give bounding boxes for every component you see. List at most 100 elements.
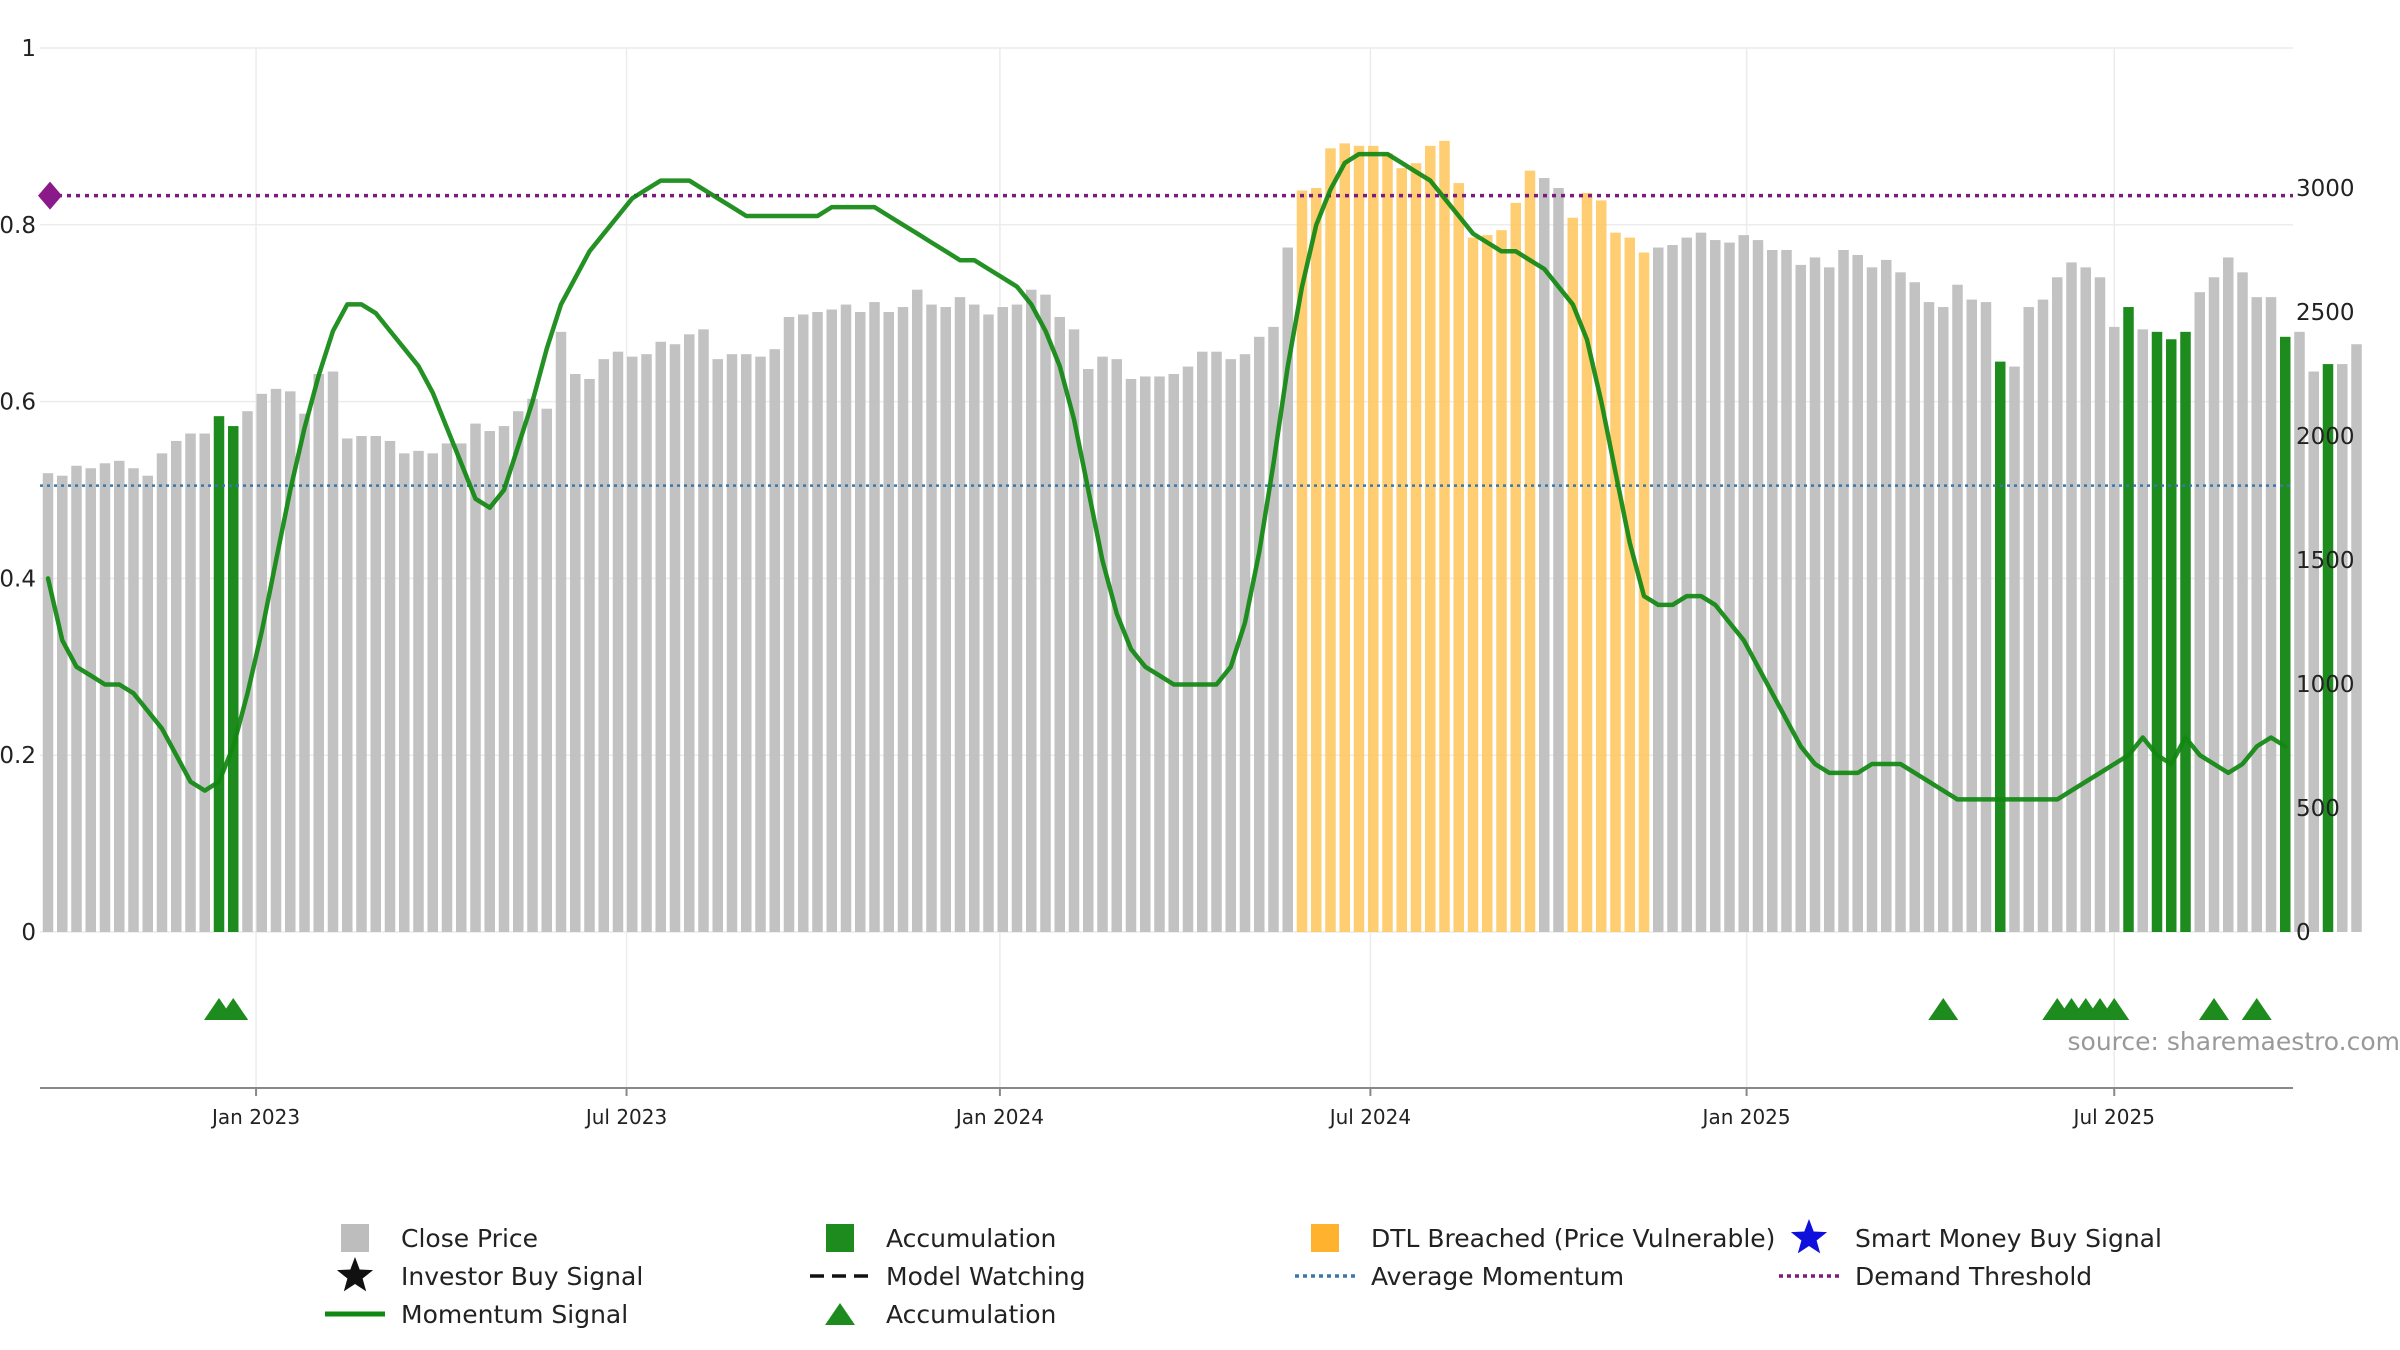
- close-price-bar: [313, 374, 324, 932]
- close-price-bar: [413, 450, 424, 932]
- close-price-bar: [1653, 247, 1664, 932]
- close-price-bar: [1980, 302, 1992, 933]
- close-price-bar: [869, 302, 880, 933]
- close-price-bar: [2223, 257, 2234, 932]
- close-price-bar: [598, 359, 609, 932]
- close-price-bar: [427, 453, 438, 932]
- close-price-bar: [399, 453, 410, 932]
- close-price-bar: [2109, 326, 2120, 932]
- x-axis-tick-label: Jan 2025: [1701, 1105, 1791, 1129]
- close-price-bar: [99, 463, 111, 932]
- close-price-bar: [356, 436, 367, 932]
- close-price-bar: [2208, 277, 2220, 932]
- close-price-bar: [2194, 292, 2205, 932]
- x-axis-tick-label: Jan 2024: [954, 1105, 1044, 1129]
- left-axis-tick-label: 0: [21, 920, 36, 946]
- close-price-bar: [541, 408, 552, 933]
- close-price-bar: [1182, 366, 1194, 932]
- close-price-bar: [555, 331, 567, 933]
- dtl-breached-bar: [1510, 202, 1521, 932]
- dtl-breached-bar: [1311, 188, 1322, 932]
- accumulation-bar: [2280, 336, 2291, 932]
- close-price-bar: [2237, 272, 2248, 932]
- close-price-bar: [1881, 259, 1892, 932]
- close-price-bar: [926, 304, 937, 932]
- close-price-bar: [655, 341, 666, 932]
- close-price-bar: [2037, 299, 2049, 933]
- x-axis-tick-label: Jul 2025: [2072, 1105, 2155, 1129]
- close-price-bar: [2251, 297, 2262, 932]
- close-price-bar: [2052, 277, 2063, 932]
- accumulation-triangle-marker: [2241, 998, 2272, 1020]
- left-axis-tick-label: 1: [21, 36, 36, 62]
- close-price-bar: [1809, 257, 1821, 932]
- close-price-bar: [2337, 364, 2348, 933]
- right-axis-tick-label: 1500: [2296, 548, 2355, 574]
- legend-square-icon: [826, 1224, 854, 1252]
- close-price-bar: [1040, 294, 1051, 932]
- close-price-bar: [327, 371, 339, 932]
- close-price-bar: [484, 431, 495, 932]
- close-price-bar: [1268, 326, 1279, 932]
- legend-label: Investor Buy Signal: [401, 1262, 643, 1291]
- close-price-bar: [370, 436, 381, 932]
- legend-square-icon: [341, 1224, 369, 1252]
- close-price-bar: [798, 314, 809, 933]
- close-price-bar: [285, 391, 296, 932]
- close-price-bar: [2265, 297, 2277, 932]
- dtl-breached-bar: [1368, 145, 1379, 933]
- left-axis-tick-label: 0.6: [0, 390, 36, 416]
- legend-star-icon: [1790, 1219, 1828, 1254]
- close-price-bar: [1539, 178, 1550, 932]
- close-price-bar: [983, 314, 994, 933]
- close-price-bar: [570, 374, 581, 932]
- dtl-breached-bar: [1325, 148, 1336, 932]
- close-price-bar: [441, 443, 453, 932]
- close-price-bar: [42, 473, 54, 932]
- close-price-bar: [384, 440, 396, 932]
- dtl-breached-bar: [1496, 230, 1507, 932]
- right-axis-tick-label: 2500: [2296, 300, 2355, 326]
- close-price-bar: [1710, 240, 1721, 932]
- close-price-bar: [940, 307, 951, 932]
- close-price-bar: [2066, 262, 2077, 932]
- close-price-bar: [1752, 240, 1764, 932]
- close-price-bar: [57, 475, 68, 932]
- dtl-breached-bar: [1396, 168, 1407, 932]
- close-price-bar: [256, 393, 267, 933]
- source-text: source: sharemaestro.com: [2068, 1027, 2400, 1056]
- close-price-bar: [1054, 316, 1065, 933]
- dtl-breached-bar: [1439, 140, 1450, 932]
- close-price-bar: [2137, 329, 2148, 932]
- legend-label: Accumulation: [886, 1300, 1056, 1329]
- close-price-bar: [1909, 282, 1920, 932]
- accumulation-bar: [2123, 307, 2134, 932]
- close-price-bar: [712, 359, 723, 932]
- close-price-bar: [114, 460, 125, 932]
- legend-label: DTL Breached (Price Vulnerable): [1371, 1224, 1775, 1253]
- close-price-bar: [1011, 304, 1023, 932]
- close-price-bar: [1966, 299, 1977, 933]
- close-price-bar: [1197, 351, 1208, 932]
- close-price-bar: [128, 468, 139, 932]
- close-price-bar: [726, 354, 738, 932]
- dtl-breached-bar: [1581, 192, 1593, 932]
- close-price-bar: [85, 468, 96, 932]
- close-price-bar: [2351, 344, 2362, 932]
- close-price-bar: [2080, 267, 2091, 932]
- markers: [38, 181, 2272, 1020]
- close-price-bar: [71, 465, 82, 932]
- accumulation-bar: [2322, 364, 2334, 933]
- close-price-bar: [1767, 250, 1778, 932]
- x-axis-tick-label: Jul 2024: [1328, 1105, 1411, 1129]
- legend-label: Average Momentum: [1371, 1262, 1624, 1291]
- legend-star-icon: [336, 1257, 374, 1292]
- accumulation-bar: [213, 416, 225, 932]
- close-price-bar: [769, 349, 780, 932]
- close-price-bar: [698, 329, 709, 932]
- dtl-breached-bar: [1567, 217, 1578, 932]
- legend-label: Demand Threshold: [1855, 1262, 2092, 1291]
- close-price-bar: [954, 297, 966, 932]
- x-axis-tick-label: Jul 2023: [584, 1105, 667, 1129]
